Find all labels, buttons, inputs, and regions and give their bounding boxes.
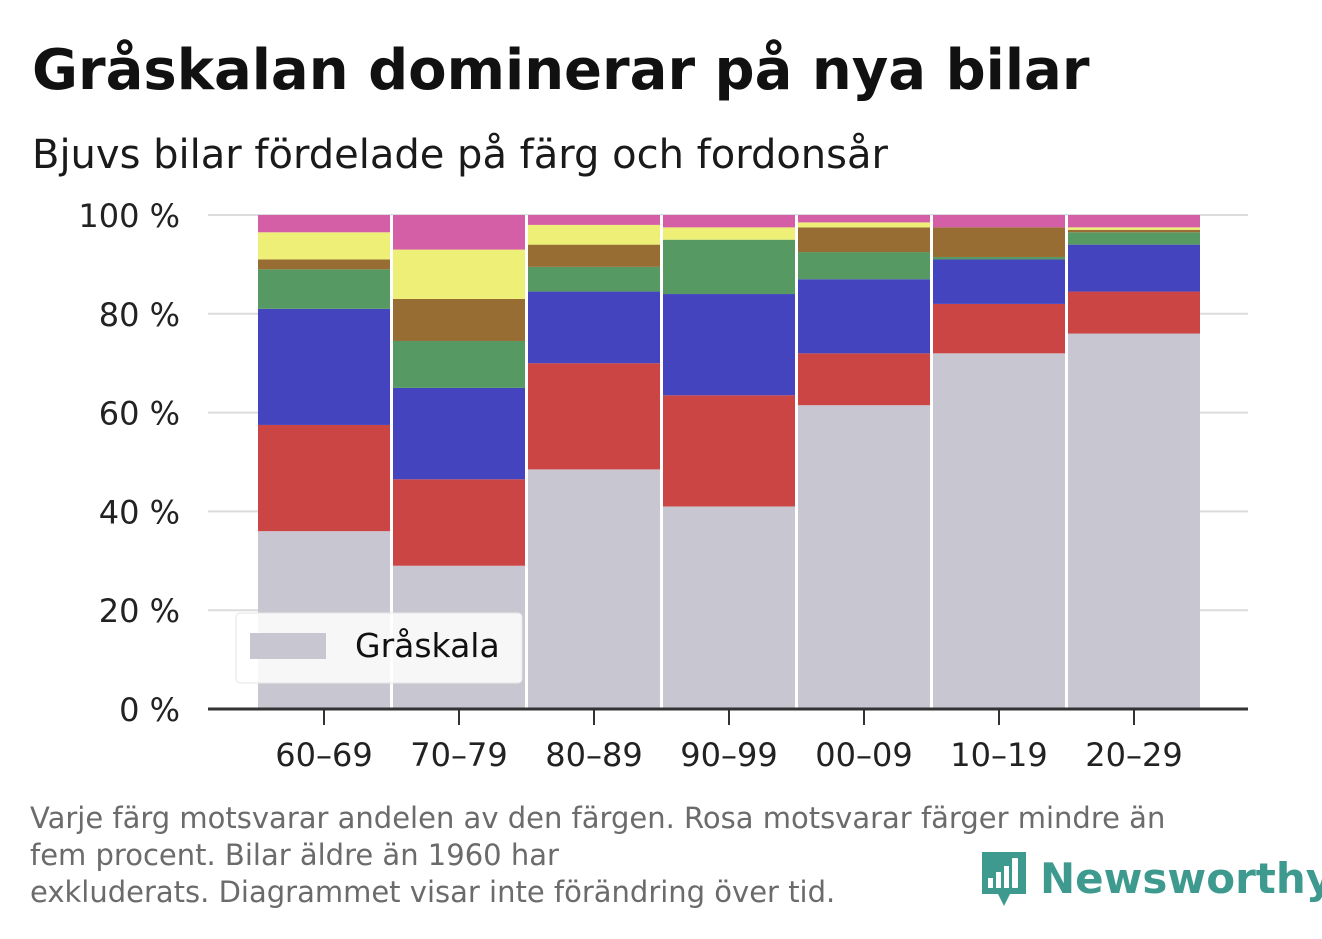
bar-segment [663,506,795,709]
newsworthy-brand[interactable]: Newsworthy [980,848,1322,908]
bar-segment [258,308,390,425]
y-tick-label: 40 % [99,493,180,531]
y-tick-label: 20 % [99,592,180,630]
newsworthy-logo-icon [982,852,1026,906]
bar-segment [798,279,930,354]
x-tick-label: 80–89 [545,736,642,774]
chart-subtitle: Bjuvs bilar fördelade på färg och fordon… [32,132,888,178]
bar-segment [663,215,795,228]
bar-segment [1068,333,1200,709]
bar-segment [663,294,795,396]
bar-segment [528,469,660,709]
bar-segment [393,479,525,566]
bar-segment [663,395,795,507]
bar-segment [528,291,660,364]
bar-segment [393,249,525,299]
footnote-line-3: exkluderats. Diagrammet visar inte förän… [30,875,836,909]
bar-segment [1068,291,1200,334]
bar-segment [528,224,660,245]
bar-segment [258,259,390,270]
x-tick-label: 00–09 [815,736,912,774]
y-tick-label: 80 % [99,296,180,334]
bar-segment [1068,244,1200,292]
legend-label: Gråskala [355,626,500,665]
x-tick-label: 10–19 [950,736,1047,774]
bar-segment [258,269,390,309]
bar-segment [933,215,1065,228]
bar-segment [393,340,525,388]
chart-title: Gråskalan dominerar på nya bilar [32,38,1090,103]
x-tick-label: 20–29 [1085,736,1182,774]
bar-segment [393,215,525,250]
legend-swatch [250,633,326,659]
y-tick-label: 100 % [78,197,180,235]
footnote-line-1: Varje färg motsvarar andelen av den färg… [30,801,1166,835]
bar-segment [528,363,660,470]
bar-segment [933,353,1065,709]
bar-segment [528,244,660,267]
bar-segment [798,353,930,406]
x-tick-label: 90–99 [680,736,777,774]
x-tick-label: 60–69 [275,736,372,774]
bar-segment [798,252,930,280]
bar-segment [933,303,1065,354]
brand-name: Newsworthy [1040,853,1322,903]
bar-segment [798,227,930,253]
bar-segment [933,259,1065,304]
footnote-line-2: fem procent. Bilar äldre än 1960 har [30,838,559,872]
bar-segment [933,256,1065,260]
bar-segment [933,227,1065,257]
bar-segment [528,266,660,292]
bar-segment [663,239,795,295]
bar-segment [1068,227,1200,230]
y-tick-label: 0 % [119,691,180,729]
legend-box [235,612,523,684]
bar-segment [528,215,660,225]
y-tick-label: 60 % [99,395,180,433]
bar-segment [798,215,930,223]
footnote: Varje färg motsvarar andelen av den färg… [30,800,1280,911]
bar-segment [258,215,390,233]
bar-segment [393,298,525,341]
bar-segment [258,232,390,260]
bar-segment [798,222,930,228]
stacked-bar-chart: 0 % 20 % 40 % 60 % 80 % 100 % 60–69 70–79 80–89 9… [78,197,1248,774]
x-tick-label: 70–79 [410,736,507,774]
bar-segment [1068,232,1200,245]
bar-segment [798,405,930,709]
bar-segment [1068,229,1200,233]
bar-segment [663,227,795,240]
bar-segment [258,424,390,532]
bar-segment [1068,215,1200,228]
bar-segment [393,387,525,480]
